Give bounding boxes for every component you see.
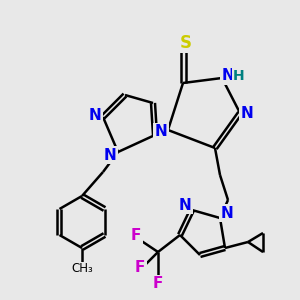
Text: H: H bbox=[233, 69, 245, 83]
Text: N: N bbox=[220, 206, 233, 220]
Text: N: N bbox=[178, 197, 191, 212]
Text: N: N bbox=[88, 107, 101, 122]
Text: CH₃: CH₃ bbox=[71, 262, 93, 275]
Text: N: N bbox=[154, 124, 167, 140]
Text: N: N bbox=[222, 68, 234, 83]
Text: N: N bbox=[241, 106, 254, 121]
Text: F: F bbox=[153, 277, 163, 292]
Text: F: F bbox=[131, 227, 141, 242]
Text: F: F bbox=[135, 260, 145, 274]
Text: S: S bbox=[180, 34, 192, 52]
Text: N: N bbox=[103, 148, 116, 163]
